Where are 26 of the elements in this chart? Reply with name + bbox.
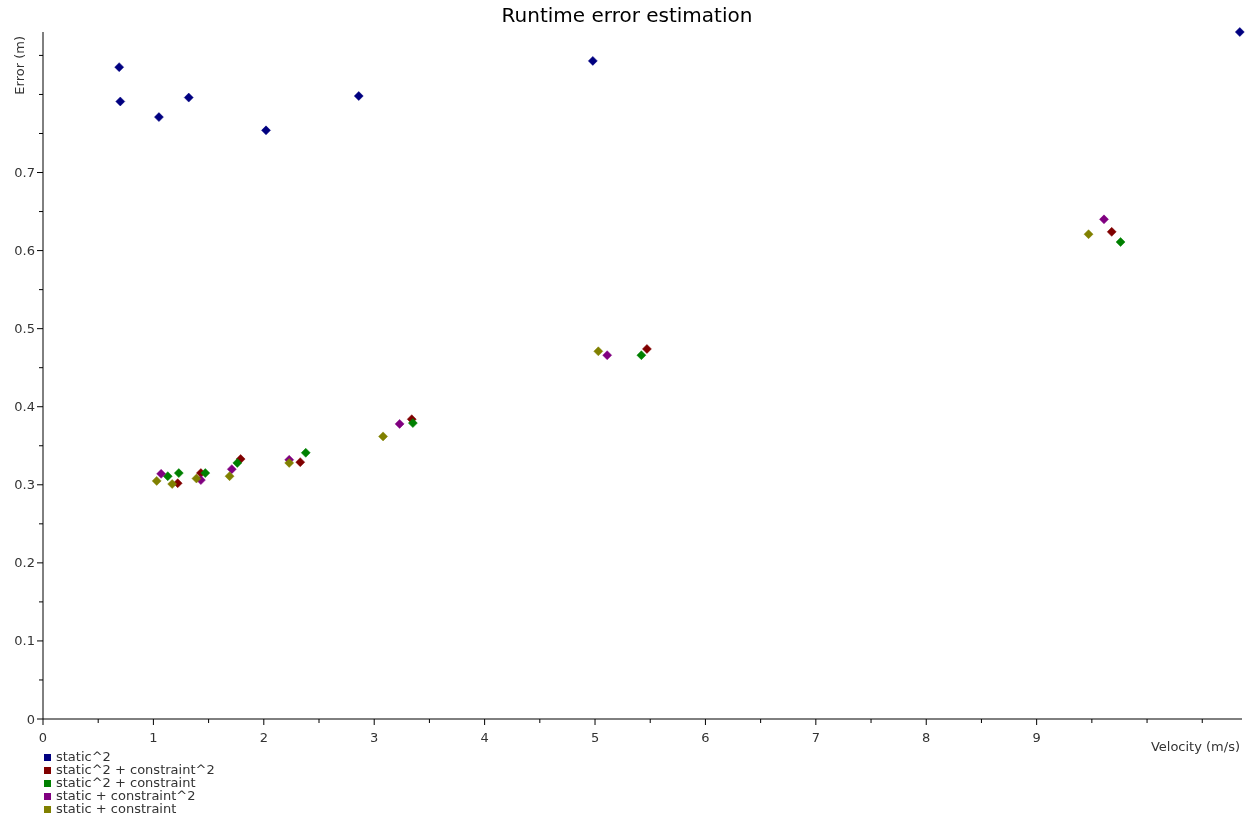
y-tick-label: 0.4 [14,399,35,415]
y-tick-label: 0.2 [14,555,35,571]
legend-label: static + constraint^2 [56,788,196,803]
x-tick-label: 8 [922,730,931,745]
x-tick-label: 4 [480,730,489,745]
y-tick-label: 0.1 [14,633,35,649]
y-tick-label: 0.3 [14,477,35,493]
x-tick-label: 6 [701,730,710,745]
x-tick-label: 0 [38,730,48,745]
y-tick-label: 0.7 [14,165,35,181]
y-tick-label: 0.6 [14,243,35,259]
x-tick-label: 3 [370,730,379,745]
legend-label: static^2 + constraint^2 [56,762,215,777]
legend-label: static^2 + constraint [56,775,196,790]
y-tick-label: 0 [26,711,35,727]
chart-title: Runtime error estimation [501,3,753,27]
legend-label: static^2 [56,749,111,764]
x-tick-label: 9 [1032,730,1041,745]
x-tick-label: 2 [259,730,268,745]
x-tick-label: 5 [590,730,600,745]
x-tick-label: 1 [149,730,158,745]
x-axis-title: Velocity (m/s) [1150,739,1240,754]
x-tick-label: 7 [811,730,820,745]
y-axis-title: Error (m) [12,36,27,95]
legend-label: static + constraint [56,801,177,816]
y-tick-label: 0.5 [14,321,35,337]
